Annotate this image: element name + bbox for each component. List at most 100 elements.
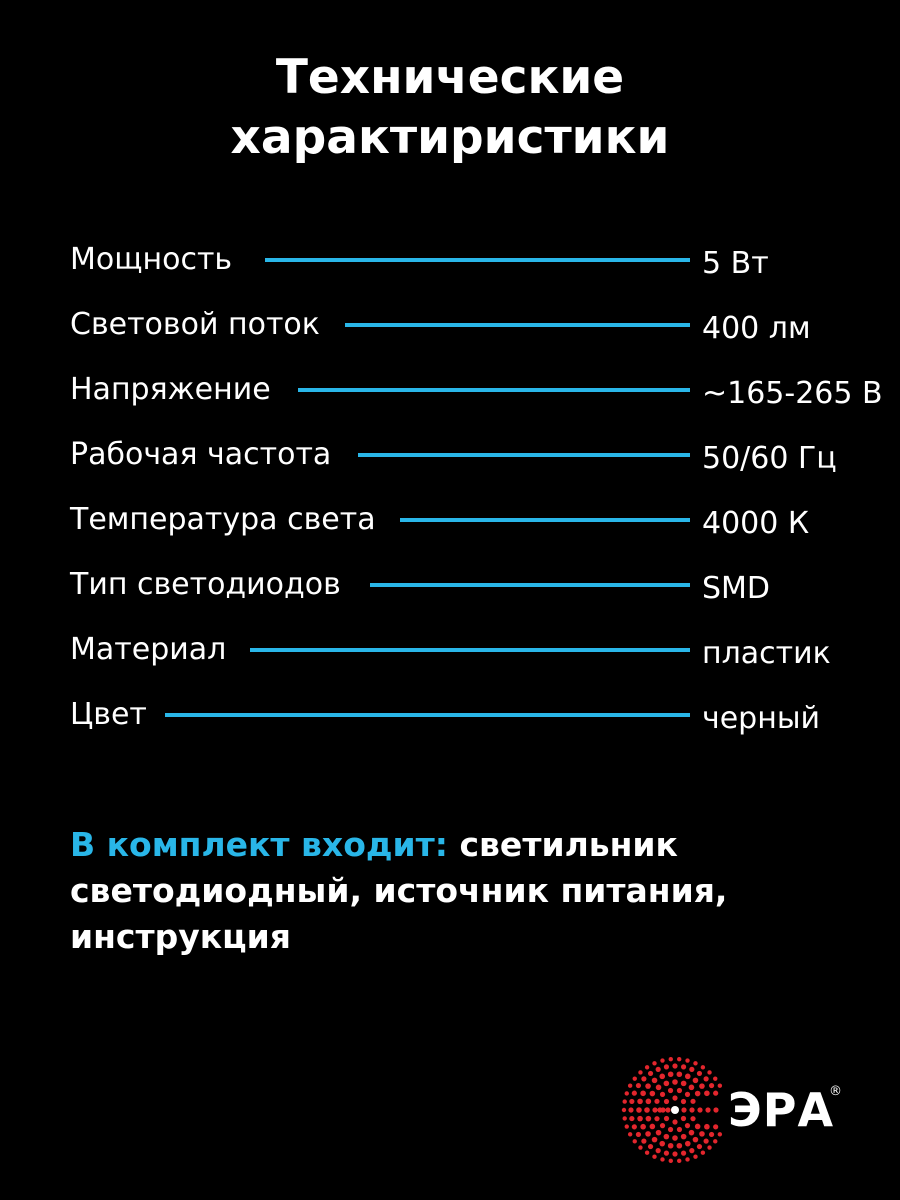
spec-leader-line bbox=[250, 648, 690, 652]
logo-dot bbox=[631, 1124, 637, 1130]
logo-dot bbox=[647, 1143, 654, 1150]
logo-dot bbox=[624, 1124, 629, 1129]
spec-leader-line bbox=[370, 583, 690, 587]
logo-dot bbox=[645, 1115, 652, 1122]
logo-dot bbox=[689, 1066, 695, 1072]
spec-value: 5 Вт bbox=[702, 246, 769, 281]
logo-dot bbox=[651, 1136, 658, 1143]
logo-dot bbox=[700, 1150, 706, 1155]
spec-row-power: Мощность 5 Вт bbox=[0, 240, 900, 281]
logo-dot bbox=[659, 1091, 666, 1097]
spec-row-led-type: Тип светодиодов SMD bbox=[0, 565, 900, 606]
spec-value: черный bbox=[702, 701, 821, 736]
logo-dot bbox=[692, 1077, 699, 1084]
brand-logo: ЭРА ® bbox=[620, 1055, 850, 1165]
logo-dot bbox=[713, 1124, 719, 1130]
logo-dot bbox=[635, 1131, 642, 1138]
logo-dot bbox=[663, 1115, 670, 1122]
logo-dot bbox=[663, 1098, 670, 1105]
logo-dot bbox=[628, 1107, 634, 1113]
logo-dot bbox=[696, 1070, 703, 1077]
logo-dot bbox=[672, 1135, 678, 1141]
logo-dot bbox=[684, 1073, 691, 1080]
spec-row-luminous-flux: Световой поток 400 лм bbox=[0, 305, 900, 346]
logo-dot bbox=[636, 1107, 642, 1113]
logo-dot bbox=[690, 1116, 696, 1122]
logo-dot bbox=[667, 1071, 674, 1078]
title-line-1: Технические bbox=[275, 50, 625, 105]
page-title: Технические характиристики bbox=[0, 48, 900, 168]
logo-dot bbox=[659, 1140, 666, 1147]
logo-dot bbox=[684, 1140, 691, 1147]
spec-label: Напряжение bbox=[70, 372, 271, 407]
spec-row-frequency: Рабочая частота 50/60 Гц bbox=[0, 435, 900, 476]
logo-dot bbox=[676, 1142, 683, 1149]
logo-dot bbox=[703, 1138, 709, 1144]
spec-label: Рабочая частота bbox=[70, 437, 332, 472]
logo-center-dot bbox=[671, 1106, 679, 1114]
logo-dot bbox=[627, 1083, 633, 1088]
logo-dot bbox=[704, 1090, 710, 1097]
logo-dot bbox=[651, 1077, 658, 1084]
logo-dot bbox=[652, 1154, 657, 1159]
package-contents: В комплект входит: светильник светодиодн… bbox=[70, 822, 850, 960]
logo-dot bbox=[672, 1063, 678, 1069]
spec-leader-line bbox=[165, 713, 690, 717]
logo-dot bbox=[697, 1107, 703, 1113]
logo-dot bbox=[684, 1091, 691, 1097]
logo-dot bbox=[663, 1064, 670, 1070]
spec-value: пластик bbox=[702, 636, 831, 671]
logo-dot bbox=[640, 1090, 646, 1097]
logo-dot bbox=[680, 1115, 687, 1122]
logo-dot bbox=[655, 1129, 662, 1136]
logo-dot bbox=[713, 1139, 718, 1144]
brand-logo-text: ЭРА bbox=[728, 1083, 835, 1137]
logo-dot bbox=[694, 1090, 701, 1097]
spec-label: Световой поток bbox=[70, 307, 320, 342]
logo-dot bbox=[672, 1119, 678, 1125]
logo-dot bbox=[655, 1148, 661, 1154]
logo-dot bbox=[637, 1115, 643, 1122]
logo-dot bbox=[681, 1107, 687, 1113]
logo-dot bbox=[667, 1087, 674, 1094]
logo-dot bbox=[644, 1107, 650, 1113]
spec-list: Мощность 5 Вт Световой поток 400 лм Напр… bbox=[0, 240, 900, 736]
logo-dot bbox=[638, 1070, 643, 1075]
dotted-sun-icon bbox=[621, 1056, 723, 1164]
logo-dot bbox=[644, 1150, 650, 1155]
logo-dot bbox=[638, 1145, 643, 1150]
logo-dot bbox=[667, 1126, 674, 1133]
logo-dot bbox=[657, 1107, 663, 1113]
logo-dot bbox=[659, 1073, 666, 1080]
logo-dot bbox=[694, 1123, 701, 1130]
logo-dot bbox=[624, 1091, 629, 1096]
logo-dot bbox=[654, 1116, 660, 1122]
logo-dot bbox=[622, 1099, 627, 1104]
spec-leader-line bbox=[298, 388, 690, 392]
logo-dot bbox=[663, 1150, 670, 1156]
logo-dot bbox=[629, 1098, 635, 1105]
logo-dot bbox=[680, 1150, 687, 1156]
logo-dot bbox=[659, 1123, 666, 1129]
logo-dot bbox=[645, 1098, 652, 1105]
logo-dot bbox=[689, 1107, 695, 1113]
logo-dot bbox=[680, 1080, 687, 1087]
spec-leader-line bbox=[358, 453, 690, 457]
logo-dot bbox=[717, 1132, 723, 1137]
logo-dot bbox=[645, 1131, 651, 1137]
logo-dot bbox=[708, 1131, 715, 1138]
logo-dot bbox=[660, 1157, 665, 1162]
logo-dot bbox=[690, 1098, 696, 1104]
spec-label: Материал bbox=[70, 632, 227, 667]
logo-dot bbox=[641, 1076, 647, 1082]
logo-dot bbox=[704, 1123, 710, 1130]
logo-dot bbox=[637, 1098, 643, 1105]
spec-label: Температура света bbox=[70, 502, 376, 537]
spec-leader-line bbox=[400, 518, 690, 522]
spec-leader-line bbox=[265, 258, 690, 262]
logo-dot bbox=[705, 1107, 711, 1113]
logo-dot bbox=[700, 1065, 706, 1070]
spec-value: 4000 К bbox=[702, 506, 810, 541]
logo-dot bbox=[676, 1087, 683, 1094]
spec-row-color: Цвет черный bbox=[0, 695, 900, 736]
